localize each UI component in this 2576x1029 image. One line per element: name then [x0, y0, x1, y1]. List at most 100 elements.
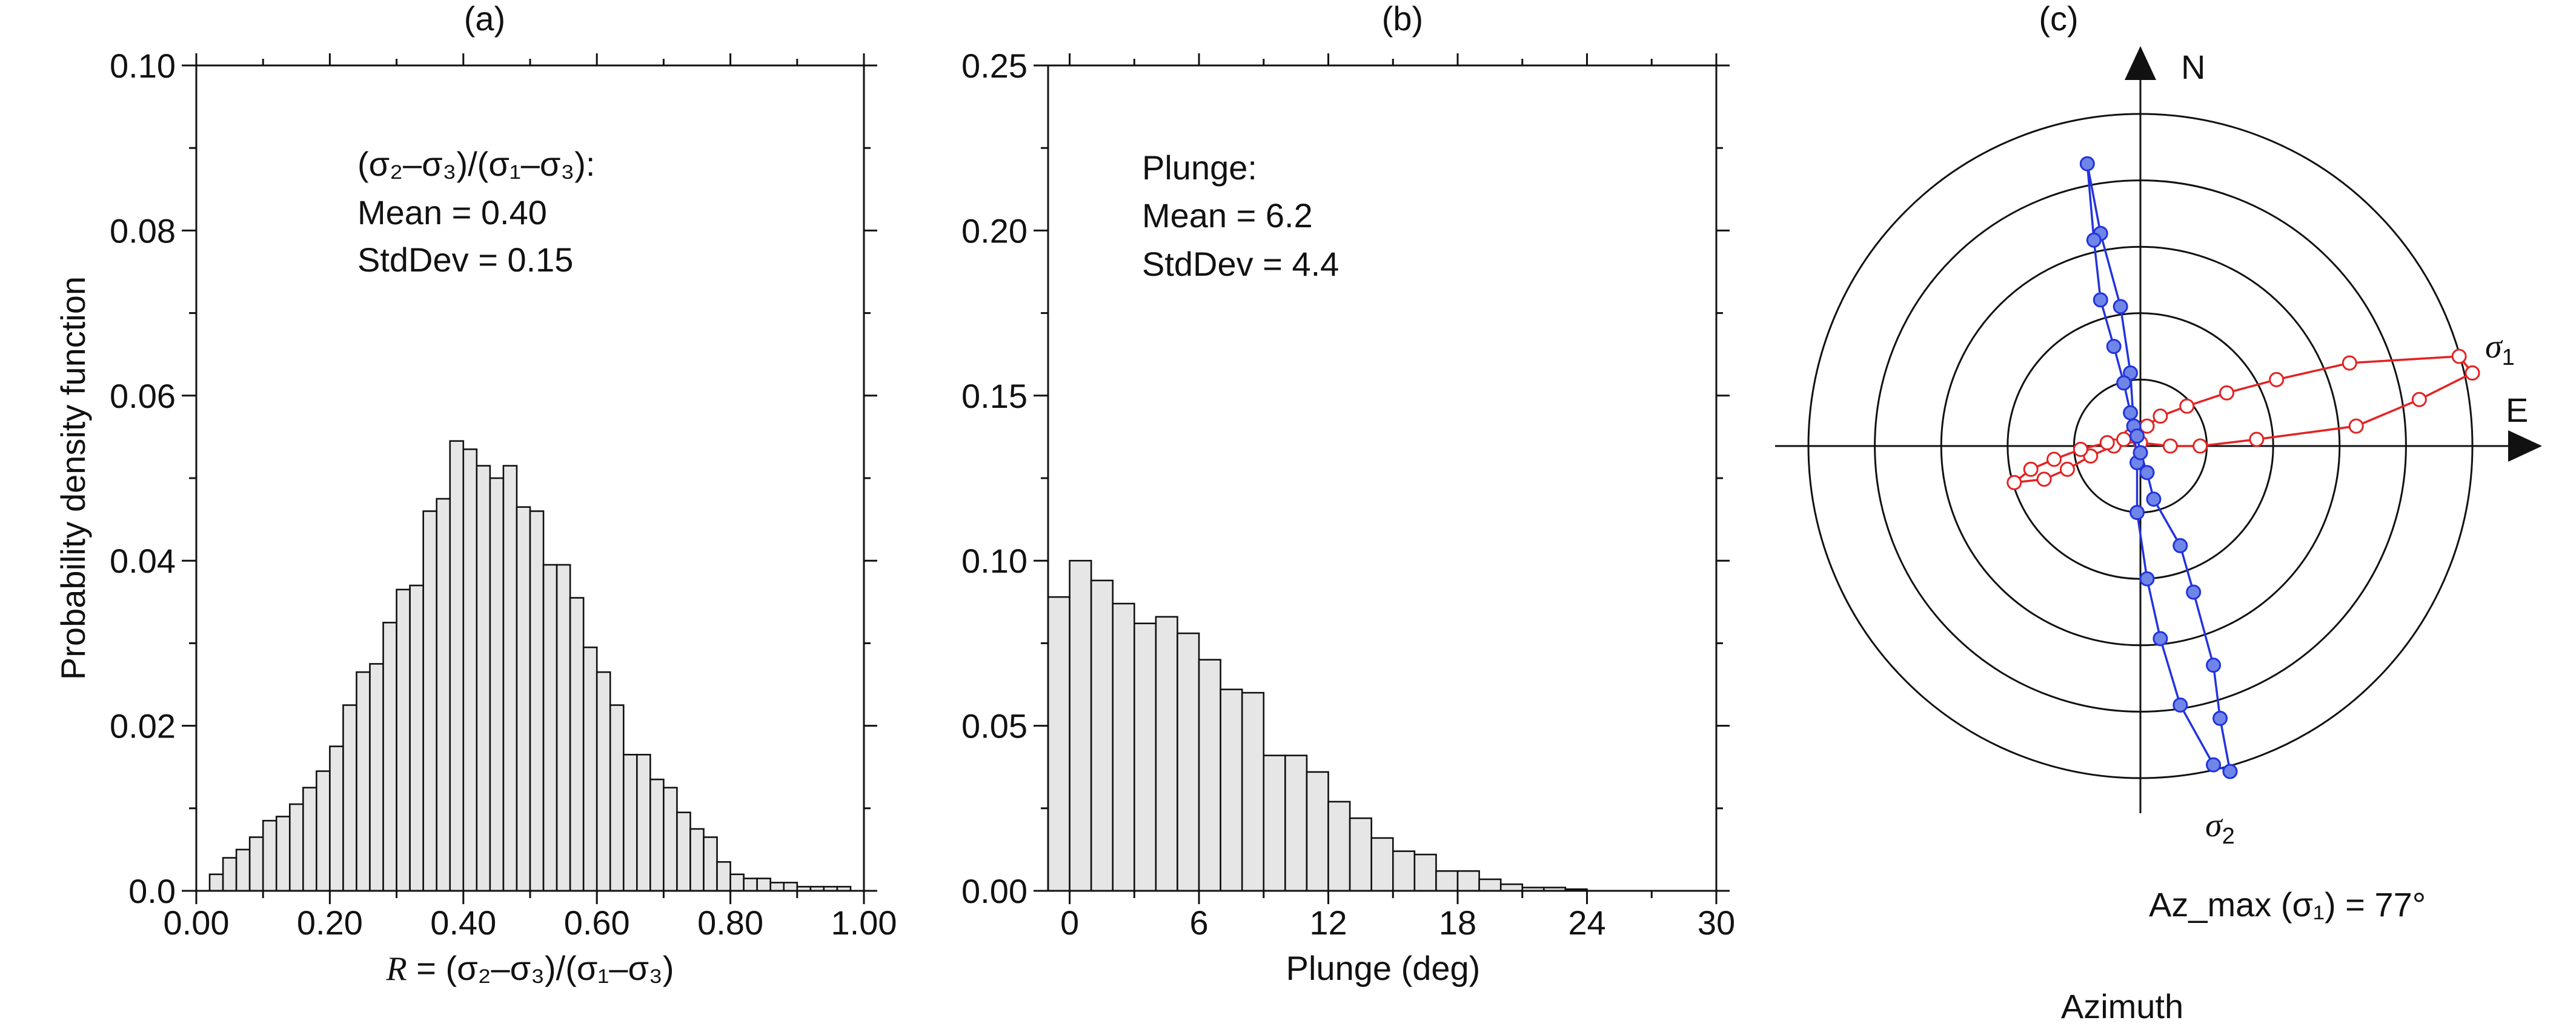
panel-b: (b) 0 6 12 18 24 30 0.00 0.05 0.10 0.15 0.20 0.25 P…	[961, 0, 1735, 987]
y-tick-label: 0.06	[110, 377, 176, 415]
histogram-bar	[1306, 771, 1329, 892]
x-tick-label: 18	[1439, 904, 1476, 942]
histogram-bar	[222, 857, 237, 892]
histogram-bar	[1134, 622, 1157, 892]
histogram-bar	[1047, 596, 1071, 892]
histogram-bars-b	[1047, 559, 1588, 892]
x-axis-label-b: Plunge (deg)	[1286, 949, 1481, 987]
panel-label-c: (c)	[2039, 0, 2078, 38]
sigma2-symbol: σ	[2205, 807, 2223, 844]
azimuth-max-text: Az_max (σ₁) = 77°	[2149, 885, 2426, 924]
north-arrow-icon	[2125, 46, 2156, 80]
x-axis-formula-a: = (σ₂–σ₃)/(σ₁–σ₃)	[407, 949, 674, 987]
stress-path-point	[2222, 764, 2238, 779]
x-tick-label: 0	[1060, 904, 1079, 942]
stress-path-point	[2047, 451, 2062, 467]
stress-path-point	[2106, 339, 2122, 355]
histogram-bar	[783, 882, 798, 892]
histogram-bar	[663, 787, 678, 892]
sigma1-symbol: σ	[2485, 328, 2503, 365]
x-tick-label: 0.80	[697, 904, 763, 942]
histogram-bar	[636, 753, 651, 892]
x-axis-label-c: Azimuth	[2061, 987, 2183, 1025]
stress-path-point	[2206, 757, 2222, 773]
stress-path-point	[2130, 505, 2145, 521]
histogram-bar	[769, 882, 785, 892]
stress-path-point	[2269, 371, 2285, 387]
stress-path-point	[2073, 441, 2088, 457]
histogram-bar	[542, 564, 558, 892]
histogram-bar	[1263, 754, 1286, 892]
stress-path-point	[2213, 710, 2228, 726]
stress-path-point	[2206, 658, 2222, 673]
north-label: N	[2181, 48, 2205, 86]
stress-path-point	[2173, 538, 2188, 553]
histogram-bar	[716, 861, 731, 892]
stress-path-point	[2162, 438, 2178, 454]
annotation-b-line2: Mean = 6.2	[1142, 196, 1313, 235]
x-tick-label: 0.20	[297, 904, 363, 942]
histogram-bar	[1241, 691, 1265, 892]
histogram-bar	[1413, 853, 1437, 892]
x-tick-label: 0.40	[430, 904, 496, 942]
histogram-bar	[462, 448, 478, 892]
histogram-bar	[369, 663, 384, 892]
histogram-bar	[596, 671, 611, 892]
stress-path-point	[2116, 431, 2132, 447]
histogram-bar	[1284, 754, 1308, 892]
panel-label-b: (b)	[1382, 0, 1423, 38]
x-tick-label: 0.60	[564, 904, 630, 942]
histogram-bar	[582, 646, 598, 892]
histogram-bar	[1155, 616, 1178, 892]
stress-path-point	[2179, 398, 2195, 414]
histogram-bar	[409, 584, 424, 892]
panel-a: (a) 0.00 0.20 0.40 0.60 0.80 1.000.00.020.040…	[54, 0, 897, 988]
histogram-bar	[316, 770, 331, 892]
histogram-bar	[1456, 870, 1480, 892]
histogram-bar	[1349, 817, 1373, 892]
histogram-bar	[208, 873, 224, 892]
histogram-bar	[1220, 688, 1243, 892]
sigma2-subscript: 2	[2222, 824, 2235, 849]
y-tick-label: 0.04	[110, 542, 176, 580]
stress-path-point	[2219, 385, 2234, 401]
histogram-bar	[275, 816, 291, 892]
annotation-a-line2: Mean = 0.40	[357, 193, 547, 231]
x-axis-var-a: R	[386, 950, 407, 988]
stress-path-point	[2086, 232, 2102, 248]
sigma2-label: σ2	[2205, 807, 2235, 849]
sigma1-label: σ1	[2485, 328, 2515, 370]
stress-path-point	[2113, 299, 2128, 315]
y-tick-label: 0.02	[110, 707, 176, 745]
stress-path-point	[2153, 408, 2168, 424]
annotation-a-line1: (σ₂–σ₃)/(σ₁–σ₃):	[357, 145, 596, 183]
east-arrow-icon	[2508, 430, 2542, 462]
stress-path-point	[2023, 461, 2039, 477]
histogram-bar	[1177, 632, 1200, 892]
y-tick-label: 0.10	[110, 47, 176, 85]
x-tick-label: 1.00	[831, 904, 897, 942]
histogram-bar	[449, 440, 465, 892]
stress-path-point	[2193, 438, 2208, 454]
histogram-bar	[342, 704, 357, 892]
y-tick-label: 0.05	[961, 707, 1027, 745]
histogram-bar	[489, 477, 505, 892]
stress-path-point	[2007, 475, 2022, 490]
stress-path-point	[2465, 365, 2480, 381]
stress-path-point	[2153, 631, 2168, 647]
histogram-bar	[1327, 801, 1351, 892]
histogram-bar	[556, 564, 571, 892]
histogram-bar	[422, 510, 438, 892]
histogram-bar	[756, 877, 772, 892]
stress-path-point	[2146, 491, 2162, 507]
histogram-bar	[1370, 837, 1394, 892]
stress-path-point	[2348, 418, 2364, 434]
stress-path-point	[2123, 405, 2139, 421]
histogram-bar	[1069, 559, 1092, 892]
y-tick-label: 0.08	[110, 211, 176, 250]
histogram-bar	[729, 873, 745, 892]
histogram-bar	[356, 671, 371, 892]
stress-path-point	[2411, 391, 2427, 407]
histogram-bar	[436, 498, 451, 892]
